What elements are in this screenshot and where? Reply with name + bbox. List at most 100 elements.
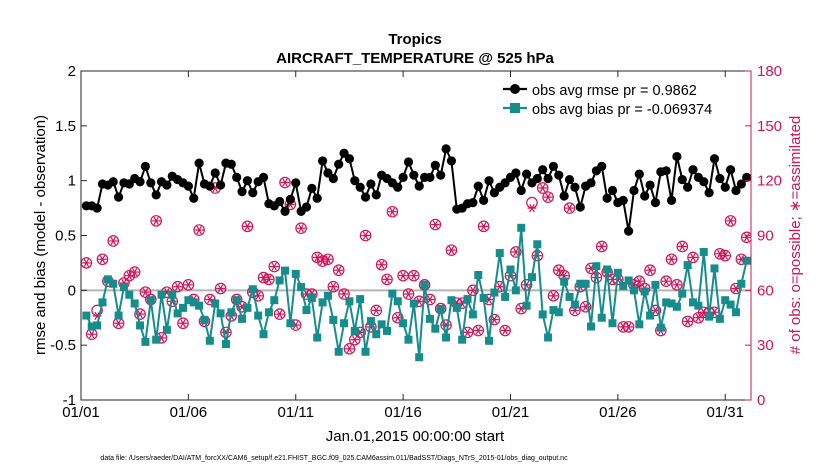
rmse-point bbox=[334, 159, 344, 169]
obs-assimilated-point bbox=[259, 273, 268, 282]
chart-title: Tropics bbox=[388, 31, 441, 48]
obs-possible-point bbox=[440, 319, 452, 331]
rmse-point bbox=[704, 188, 714, 198]
obs-possible-point bbox=[359, 229, 372, 242]
bias-point bbox=[184, 296, 193, 305]
bias-point bbox=[221, 340, 230, 349]
obs-assimilated-point bbox=[549, 291, 558, 300]
bias-point bbox=[699, 247, 708, 256]
rmse-point bbox=[532, 173, 542, 184]
obs-possible-point bbox=[220, 326, 232, 339]
x-tick-label: 01/16 bbox=[384, 404, 422, 421]
rmse-point bbox=[162, 180, 172, 190]
obs-possible-point bbox=[193, 224, 205, 236]
obs-possible-point bbox=[536, 182, 549, 194]
rmse-point bbox=[140, 161, 151, 172]
bias-point bbox=[152, 335, 161, 344]
bias-point bbox=[399, 319, 408, 328]
rmse-point bbox=[210, 168, 220, 178]
obs-possible-point bbox=[547, 290, 560, 302]
obs-assimilated-point bbox=[447, 246, 456, 255]
bias-point bbox=[726, 300, 735, 309]
bias-point bbox=[415, 353, 424, 362]
obs-possible-point bbox=[665, 253, 678, 266]
bias-point bbox=[334, 347, 343, 356]
obs-possible-point bbox=[526, 196, 538, 209]
obs-possible-point bbox=[171, 280, 184, 293]
legend-rmse-label: obs avg rmse pr = 0.9862 bbox=[532, 83, 697, 99]
obs-possible-point bbox=[279, 176, 291, 189]
obs-possible-point bbox=[273, 308, 286, 320]
bias-point bbox=[345, 297, 354, 306]
bias-point bbox=[238, 314, 247, 323]
bias-point bbox=[404, 335, 413, 344]
x-tick-label: 01/06 bbox=[170, 404, 208, 421]
bias-point bbox=[119, 283, 128, 292]
rmse-point bbox=[516, 185, 526, 196]
rmse-point bbox=[430, 160, 440, 170]
obs-possible-point bbox=[687, 251, 699, 264]
bias-point bbox=[463, 295, 472, 304]
bias-point bbox=[179, 303, 188, 312]
rmse-series-layer bbox=[81, 144, 751, 236]
y2-tick-label: 120 bbox=[757, 173, 782, 190]
obs-assimilated-point bbox=[597, 242, 607, 251]
obs-possible-point bbox=[316, 255, 329, 267]
rmse-point bbox=[742, 172, 751, 182]
bias-point bbox=[635, 320, 644, 329]
plot-frame bbox=[80, 70, 752, 401]
y2-tick-label: 150 bbox=[757, 118, 782, 135]
bias-point bbox=[130, 299, 139, 308]
obs-possible-point bbox=[338, 288, 350, 300]
obs-possible-point bbox=[472, 324, 485, 337]
obs-possible-point bbox=[386, 205, 399, 218]
bias-point bbox=[581, 279, 590, 288]
obs-possible-point bbox=[332, 264, 345, 277]
bias-point bbox=[587, 322, 596, 331]
rmse-point bbox=[215, 180, 226, 190]
bias-point bbox=[125, 290, 134, 299]
obs-assimilated-point bbox=[634, 277, 644, 286]
bias-point bbox=[372, 330, 381, 339]
rmse-point bbox=[393, 182, 403, 192]
x-tick-label: 01/01 bbox=[62, 404, 100, 421]
bias-point bbox=[608, 319, 617, 328]
obs-assimilated-point bbox=[683, 317, 693, 326]
bias-point bbox=[495, 249, 504, 258]
bias-point bbox=[87, 322, 96, 331]
obs-possible-point bbox=[268, 260, 281, 273]
rmse-point bbox=[586, 178, 596, 188]
obs-assimilated-point bbox=[371, 306, 381, 315]
y-tick-label: -0.5 bbox=[50, 337, 76, 354]
obs-assimilated-point bbox=[382, 275, 392, 284]
obs-assimilated-point bbox=[361, 231, 370, 240]
rmse-point bbox=[317, 156, 328, 166]
bias-point bbox=[393, 297, 402, 306]
obs-possible-point bbox=[467, 284, 479, 297]
bias-point bbox=[248, 285, 257, 294]
obs-possible-point bbox=[676, 240, 689, 253]
rmse-point bbox=[189, 193, 199, 203]
bias-point bbox=[103, 275, 112, 284]
rmse-point bbox=[677, 174, 687, 185]
bias-point bbox=[173, 309, 182, 318]
legend-bias-marker bbox=[510, 103, 520, 113]
bias-point bbox=[205, 336, 214, 345]
obs-possible-point bbox=[241, 220, 254, 233]
obs-assimilated-point bbox=[527, 203, 537, 213]
rmse-point bbox=[731, 185, 741, 196]
bias-point bbox=[307, 294, 316, 303]
bias-point bbox=[597, 313, 606, 322]
bias-point bbox=[232, 296, 241, 305]
obs-assimilated-point bbox=[183, 280, 193, 289]
bias-point bbox=[490, 288, 499, 297]
obs-possible-point bbox=[671, 279, 683, 291]
rmse-point bbox=[446, 156, 457, 166]
rmse-point bbox=[640, 191, 650, 201]
bias-point bbox=[549, 306, 558, 315]
bias-point bbox=[715, 314, 724, 323]
obs-assimilated-point bbox=[253, 291, 263, 300]
obs-assimilated-point bbox=[141, 288, 150, 297]
y-tick-label: 2 bbox=[68, 63, 76, 80]
y2-tick-label: 60 bbox=[757, 282, 774, 299]
